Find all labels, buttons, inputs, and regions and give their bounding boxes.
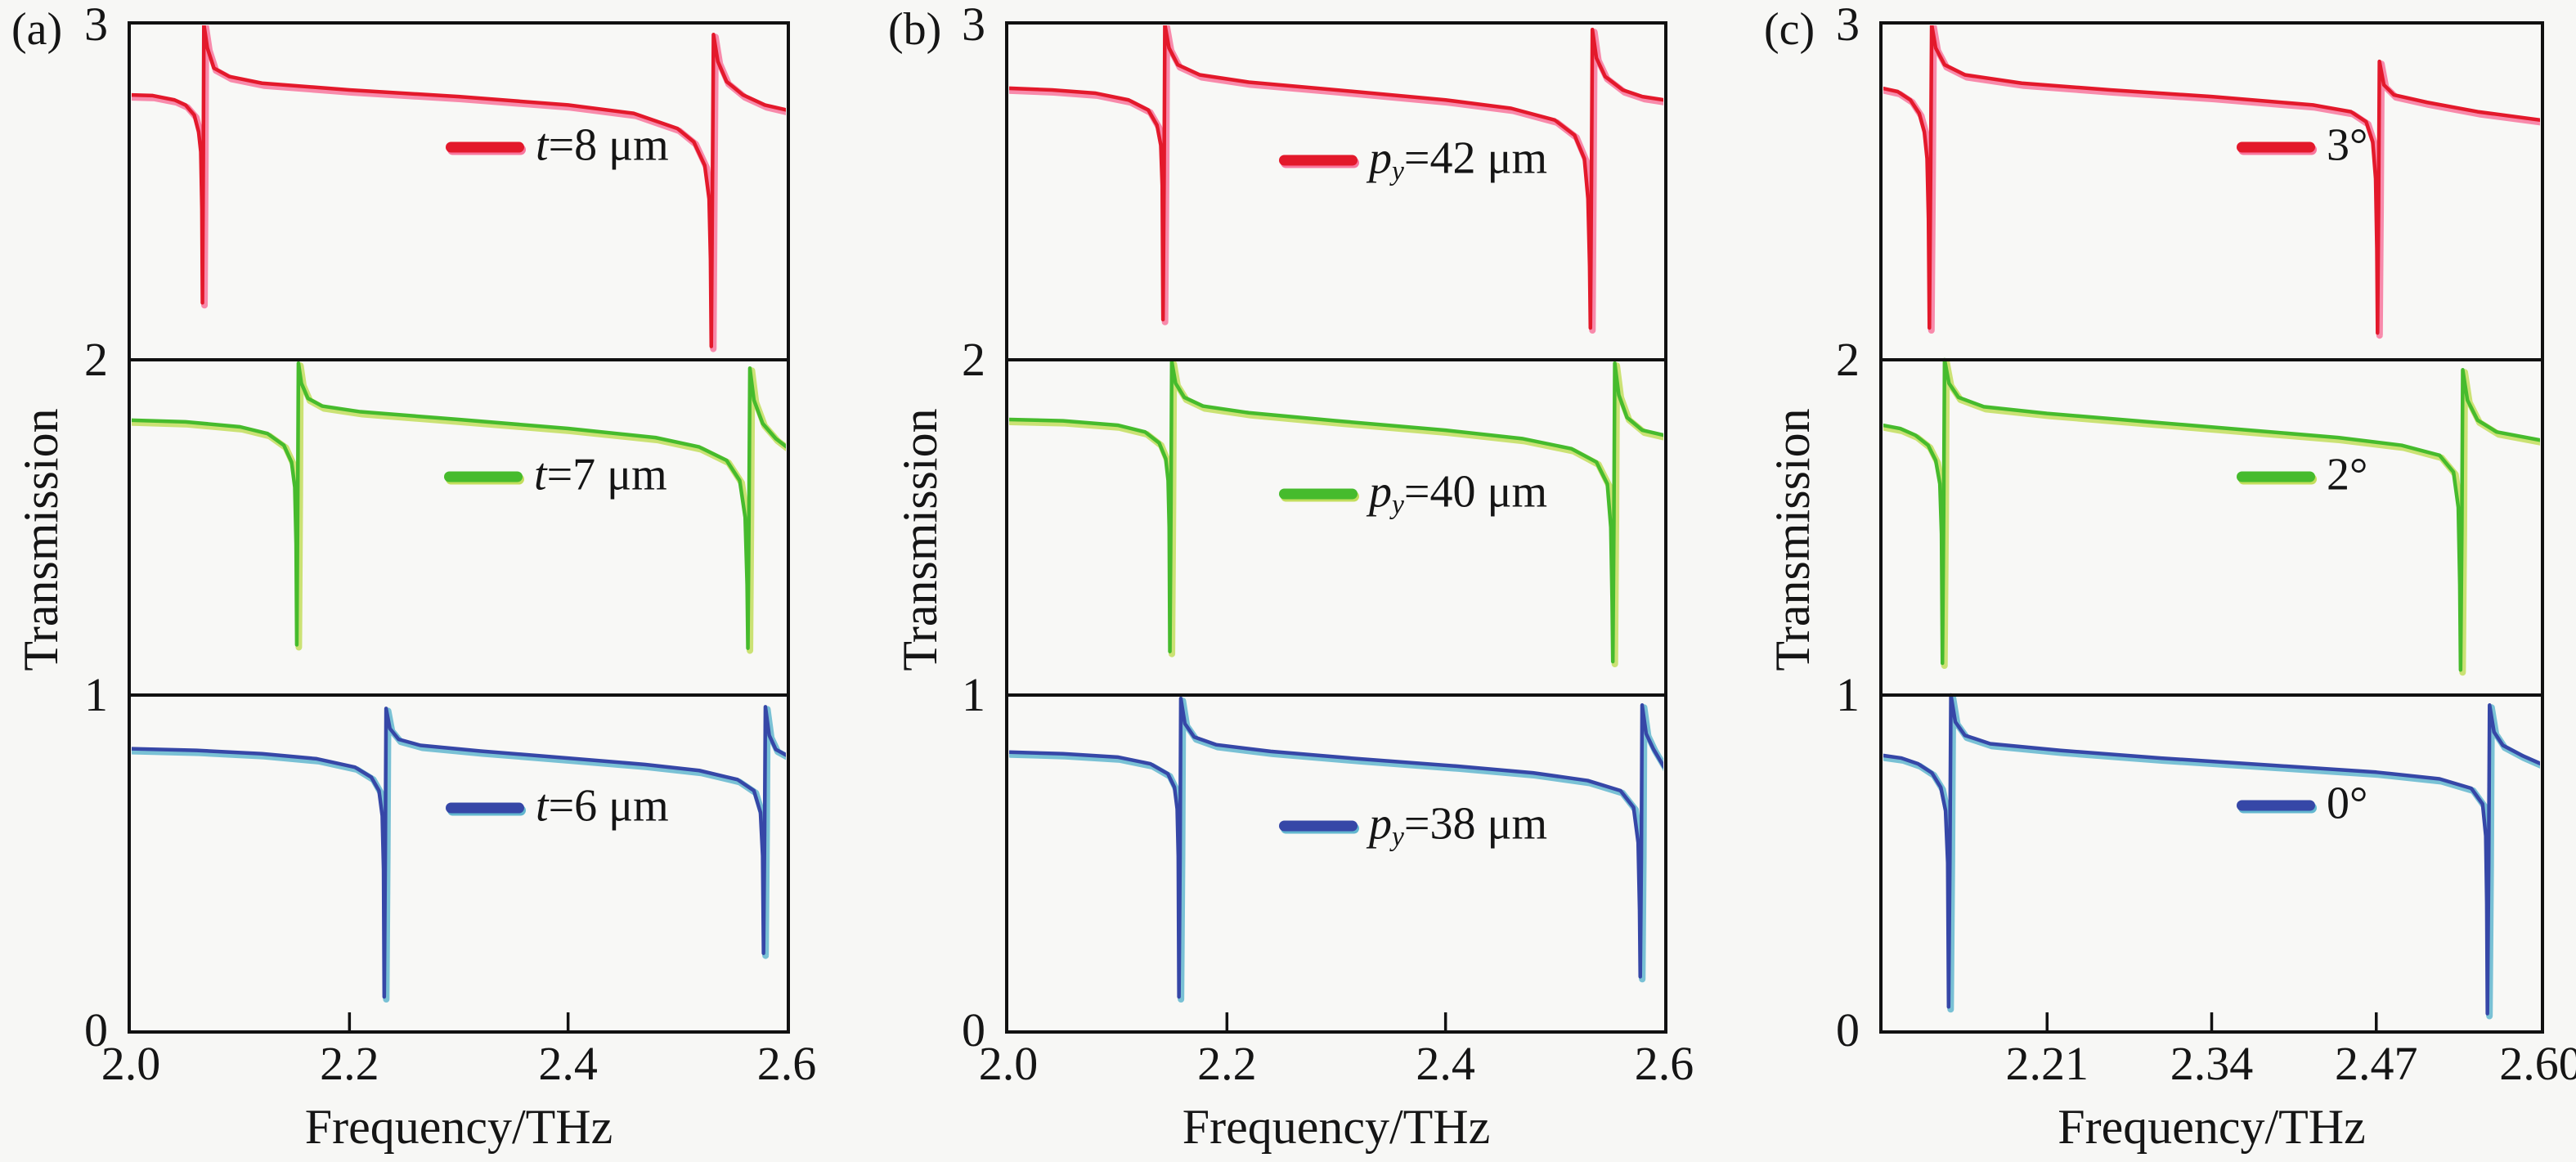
x-tick-label: 2.60 bbox=[2499, 1037, 2576, 1090]
x-tick-label: 2.0 bbox=[101, 1037, 161, 1090]
legend-item: py=40 μm bbox=[1279, 469, 1547, 519]
x-tick-label: 2.47 bbox=[2335, 1037, 2418, 1090]
y-tick-label: 3 bbox=[1836, 0, 1860, 51]
y-axis-title: Transmission bbox=[1766, 408, 1820, 671]
legend-swatch bbox=[2237, 141, 2315, 153]
curves-group bbox=[1009, 25, 1663, 1003]
series-line-angle-3deg bbox=[1883, 25, 2540, 335]
legend-item: py=38 μm bbox=[1279, 801, 1547, 851]
legend-item: 0° bbox=[2237, 781, 2367, 831]
y-tick-label: 1 bbox=[962, 668, 985, 721]
y-tick-label: 2 bbox=[1836, 333, 1860, 386]
plot-area bbox=[1879, 21, 2544, 1034]
legend-label: 3° bbox=[2327, 119, 2368, 171]
y-tick-label: 1 bbox=[84, 668, 108, 721]
x-tick-label: 2.4 bbox=[538, 1037, 598, 1090]
legend-item: t=6 μm bbox=[446, 783, 669, 833]
legend-item: py=42 μm bbox=[1279, 136, 1547, 186]
x-tick-label: 2.21 bbox=[2005, 1037, 2089, 1090]
x-tick-label: 2.4 bbox=[1416, 1037, 1475, 1090]
series-line-t-8um bbox=[132, 25, 786, 348]
series-line-py-42um bbox=[1009, 25, 1663, 330]
plot-area bbox=[128, 21, 790, 1034]
legend-swatch bbox=[446, 802, 524, 814]
legend-label: 2° bbox=[2327, 449, 2368, 500]
plot-border bbox=[128, 21, 790, 1034]
legend-item: t=7 μm bbox=[444, 452, 667, 502]
curves-group bbox=[1883, 25, 2540, 1020]
legend-label: t=6 μm bbox=[536, 780, 669, 832]
y-tick-label: 0 bbox=[84, 1003, 108, 1057]
y-tick-label: 1 bbox=[1836, 668, 1860, 721]
legend-label: t=8 μm bbox=[536, 119, 669, 171]
x-tick-label: 2.2 bbox=[1197, 1037, 1257, 1090]
y-tick-label: 0 bbox=[1836, 1003, 1860, 1057]
panel-label-a: (a) bbox=[11, 4, 63, 55]
x-tick-label: 2.6 bbox=[756, 1037, 817, 1090]
x-axis-title: Frequency/THz bbox=[2058, 1100, 2366, 1154]
legend-item: 2° bbox=[2237, 452, 2367, 502]
x-tick-label: 2.6 bbox=[1634, 1037, 1694, 1090]
plot-border bbox=[1879, 21, 2544, 1034]
legend-swatch bbox=[444, 471, 523, 482]
legend-label: py=42 μm bbox=[1369, 132, 1548, 186]
x-tick-label: 2.0 bbox=[978, 1037, 1039, 1090]
series-line-t-6um bbox=[132, 705, 786, 999]
series-line-py-38um bbox=[1009, 696, 1663, 999]
series-line-angle-2deg bbox=[1883, 357, 2540, 672]
x-axis-title: Frequency/THz bbox=[304, 1100, 613, 1154]
legend-label: t=7 μm bbox=[534, 449, 667, 500]
y-tick-label: 0 bbox=[962, 1003, 985, 1057]
y-tick-label: 3 bbox=[962, 0, 985, 51]
curves-group bbox=[132, 25, 786, 1003]
series-line-angle-0deg bbox=[1883, 693, 2540, 1016]
panel-label-b: (b) bbox=[888, 4, 942, 55]
y-tick-label: 2 bbox=[84, 333, 108, 386]
x-tick-label: 2.34 bbox=[2170, 1037, 2254, 1090]
legend-item: t=8 μm bbox=[446, 123, 669, 173]
legend-swatch bbox=[1279, 820, 1358, 832]
series-line-t-7um bbox=[132, 361, 786, 650]
panel-label-c: (c) bbox=[1764, 4, 1815, 55]
y-axis-title: Transmission bbox=[893, 408, 947, 671]
legend-label: 0° bbox=[2327, 778, 2368, 829]
legend-swatch bbox=[2237, 800, 2315, 811]
legend-swatch bbox=[1279, 488, 1358, 500]
legend-swatch bbox=[2237, 471, 2315, 482]
legend-swatch bbox=[446, 141, 524, 153]
y-axis-title: Transmission bbox=[14, 408, 68, 671]
legend-label: py=40 μm bbox=[1369, 466, 1548, 520]
plot-border bbox=[1005, 21, 1667, 1034]
legend-item: 3° bbox=[2237, 123, 2367, 173]
legend-swatch bbox=[1279, 155, 1358, 166]
plot-area bbox=[1005, 21, 1667, 1034]
legend-label: py=38 μm bbox=[1369, 798, 1548, 852]
series-line-py-40um bbox=[1009, 359, 1663, 664]
x-axis-title: Frequency/THz bbox=[1182, 1100, 1491, 1154]
y-tick-label: 2 bbox=[962, 333, 985, 386]
x-tick-label: 2.2 bbox=[320, 1037, 379, 1090]
y-tick-label: 3 bbox=[84, 0, 108, 51]
